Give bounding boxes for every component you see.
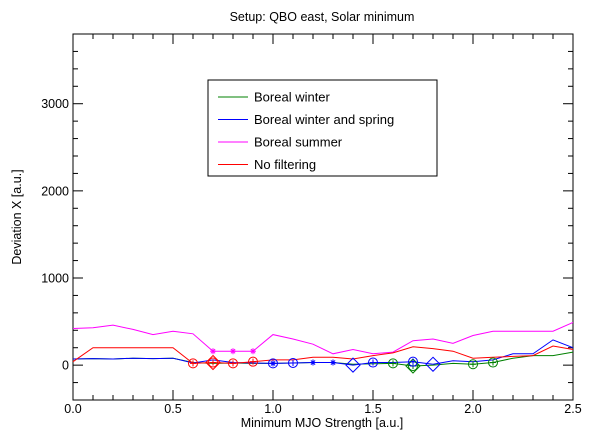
x-tick-label: 1.0 [264, 402, 281, 416]
marker-circle-plus [488, 357, 498, 368]
y-tick-label: 2000 [41, 184, 69, 198]
marker-circle-plus [408, 356, 418, 367]
y-tick-label: 0 [62, 359, 69, 373]
marker-circle-plus [288, 357, 298, 368]
marker-star [310, 359, 316, 366]
chart-title: Setup: QBO east, Solar minimum [230, 10, 415, 24]
marker-star [270, 360, 276, 367]
marker-circle-plus [248, 356, 258, 367]
y-axis-label: Deviation X [a.u.] [10, 169, 24, 264]
series-line-0 [72, 351, 574, 367]
series-line-2 [72, 321, 574, 355]
axes: 0.0 0.5 1.0 1.5 2.0 2.5 0 1000 2000 3000 [41, 33, 582, 416]
marker-diamond [425, 356, 441, 372]
legend-label-0: Boreal winter [254, 90, 331, 105]
x-tick-label: 2.5 [564, 402, 581, 416]
legend-label-3: No filtering [254, 157, 316, 172]
marker-circle-plus [228, 358, 238, 369]
x-tick-label: 2.0 [464, 402, 481, 416]
series-markers [188, 348, 498, 374]
marker-star [330, 359, 336, 366]
series-lines [72, 321, 574, 367]
marker-circle-plus [388, 358, 398, 369]
series-line-1 [72, 339, 574, 366]
marker-circle-plus [208, 357, 218, 368]
legend: Boreal winter Boreal winter and spring Bor… [207, 79, 438, 177]
marker-circle-plus [368, 357, 378, 368]
x-tick-label: 1.5 [364, 402, 381, 416]
marker-circle-plus [188, 358, 198, 369]
legend-label-1: Boreal winter and spring [254, 112, 394, 127]
x-tick-label: 0.5 [164, 402, 181, 416]
series-line-3 [72, 345, 574, 364]
x-tick-label: 0.0 [64, 402, 81, 416]
marker-diamond [345, 357, 361, 373]
x-axis-label: Minimum MJO Strength [a.u.] [241, 416, 404, 430]
y-tick-label: 3000 [41, 97, 69, 111]
marker-star [230, 348, 236, 355]
marker-diamond [205, 354, 221, 371]
marker-star [210, 348, 216, 355]
marker-diamond [405, 358, 421, 374]
legend-box [207, 79, 438, 177]
legend-label-2: Boreal summer [254, 135, 343, 150]
plot-area [72, 33, 574, 401]
marker-star [250, 348, 256, 355]
y-tick-label: 1000 [41, 272, 69, 286]
marker-circle-plus [468, 359, 478, 370]
